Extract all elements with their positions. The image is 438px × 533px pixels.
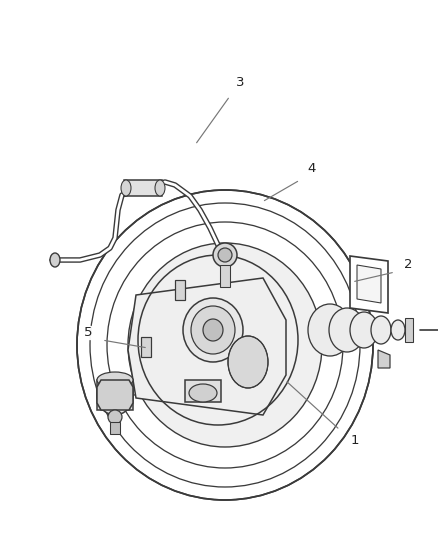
Text: 5: 5 [84, 327, 92, 340]
Text: 3: 3 [236, 76, 244, 88]
Ellipse shape [213, 243, 237, 267]
Bar [220, 265, 230, 287]
Polygon shape [97, 380, 133, 410]
Ellipse shape [121, 180, 131, 196]
Bar [405, 318, 413, 342]
Ellipse shape [97, 372, 133, 388]
Bar [185, 380, 221, 402]
Bar [175, 280, 185, 300]
Ellipse shape [108, 410, 122, 424]
Bar [124, 180, 162, 196]
Bar [141, 337, 151, 357]
Ellipse shape [218, 248, 232, 262]
Text: 1: 1 [351, 433, 359, 447]
Text: 2: 2 [404, 259, 412, 271]
Ellipse shape [50, 253, 60, 267]
Ellipse shape [97, 375, 133, 415]
Bar [110, 422, 120, 434]
Polygon shape [350, 256, 388, 313]
Ellipse shape [228, 336, 268, 388]
Ellipse shape [189, 384, 217, 402]
Ellipse shape [183, 298, 243, 362]
Text: 4: 4 [308, 161, 316, 174]
Ellipse shape [191, 306, 235, 354]
Ellipse shape [128, 243, 322, 447]
Ellipse shape [308, 304, 352, 356]
Ellipse shape [391, 320, 405, 340]
Ellipse shape [203, 319, 223, 341]
Polygon shape [128, 278, 286, 415]
Ellipse shape [329, 308, 365, 352]
Ellipse shape [155, 180, 165, 196]
Ellipse shape [350, 312, 378, 348]
Bar [97, 380, 133, 410]
Ellipse shape [77, 190, 373, 500]
Polygon shape [357, 265, 381, 303]
Ellipse shape [371, 316, 391, 344]
Polygon shape [378, 350, 390, 368]
